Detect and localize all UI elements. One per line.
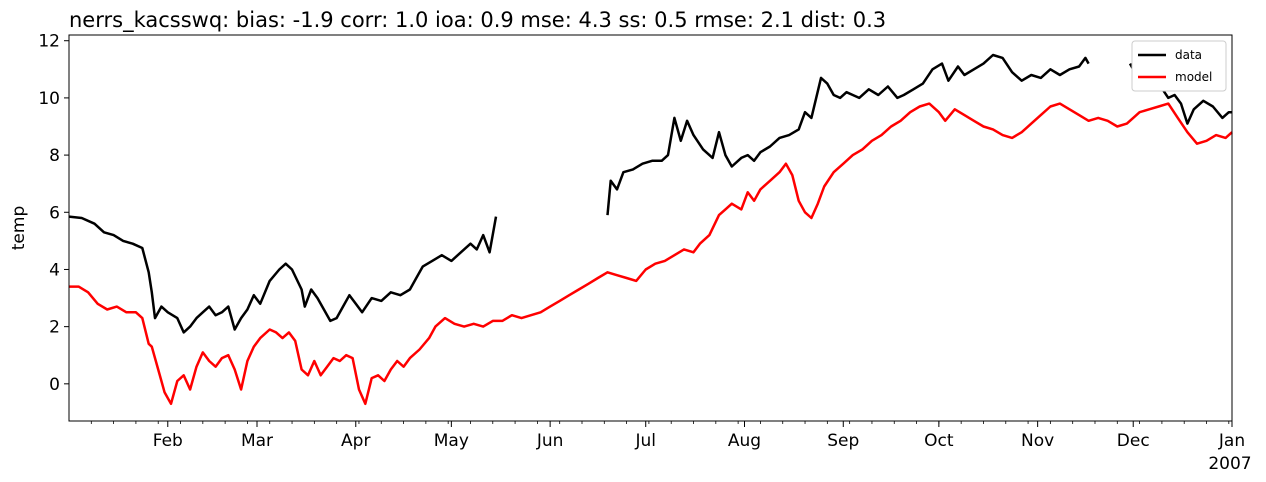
series-layer	[68, 53, 1233, 406]
legend-label-data: data	[1175, 48, 1202, 62]
x-tick-label: Mar	[241, 431, 273, 451]
x-tick-label: Aug	[728, 431, 761, 451]
x-tick-label: Feb	[153, 431, 183, 451]
y-tick-label: 10	[38, 89, 60, 109]
series-line-model-segment-1	[69, 102, 1233, 406]
legend-label-model: model	[1175, 70, 1212, 84]
x-tick-label: Oct	[924, 431, 954, 451]
x-tick-label: Dec	[1117, 431, 1150, 451]
x-year-label: 2007	[1208, 454, 1251, 474]
x-tick-label: Jun	[536, 431, 564, 451]
y-tick-label: 12	[38, 32, 60, 52]
y-tick-label: 6	[49, 203, 60, 223]
x-tick-label: Jan	[1218, 431, 1245, 451]
x-axis: Feb Mar Apr May Jun Jul Aug Sep Oct Nov Dec Jan	[90, 421, 1245, 451]
series-line-data-segment-1	[68, 215, 498, 334]
x-tick-label: Jul	[634, 431, 656, 451]
y-tick-label: 8	[49, 146, 60, 166]
y-tick-label: 0	[49, 375, 60, 395]
plot-frame	[68, 34, 1233, 422]
legend: data model	[1131, 40, 1227, 92]
y-tick-label: 2	[49, 318, 60, 338]
x-tick-label: Apr	[341, 431, 370, 451]
x-tick-label: May	[434, 431, 469, 451]
chart-title: nerrs_kacsswq: bias: -1.9 corr: 1.0 ioa:…	[69, 8, 886, 33]
y-tick-label: 4	[49, 260, 60, 280]
series-line-data-segment-2	[606, 53, 1090, 216]
legend-box	[1131, 40, 1227, 92]
y-axis: 0 2 4 6 8 10 12	[38, 32, 69, 395]
x-tick-label: Sep	[827, 431, 859, 451]
x-tick-label: Nov	[1021, 431, 1054, 451]
y-axis-label: temp	[9, 206, 29, 250]
